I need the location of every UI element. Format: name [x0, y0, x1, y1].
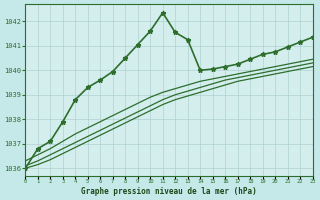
X-axis label: Graphe pression niveau de la mer (hPa): Graphe pression niveau de la mer (hPa) — [81, 187, 257, 196]
